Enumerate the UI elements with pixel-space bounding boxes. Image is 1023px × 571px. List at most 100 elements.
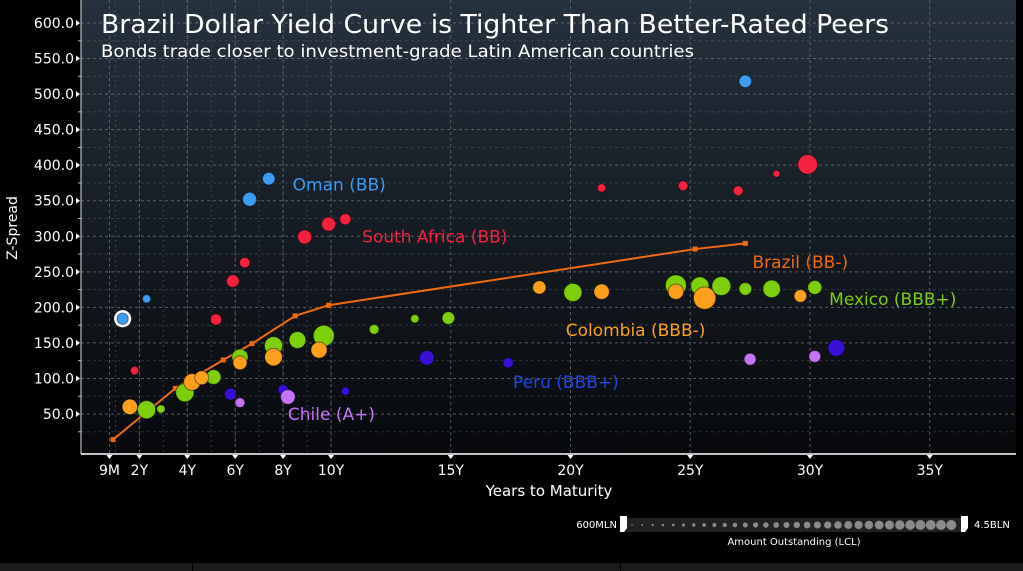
data-point[interactable] (232, 355, 248, 371)
data-point[interactable] (310, 341, 328, 359)
data-point[interactable] (743, 352, 757, 366)
data-point[interactable] (264, 347, 283, 367)
y-tick-label: 600.0 (34, 16, 74, 32)
size-legend-dot (884, 520, 895, 530)
data-point[interactable] (129, 365, 140, 376)
brazil-curve-point[interactable] (249, 341, 255, 347)
size-legend-dot (936, 520, 946, 530)
data-point[interactable] (136, 400, 157, 420)
y-tick-label: 400.0 (34, 158, 74, 174)
x-axis-label: Years to Maturity (485, 482, 613, 500)
x-tick-label: 25Y (677, 463, 704, 479)
data-point[interactable] (793, 289, 808, 303)
data-point[interactable] (596, 183, 607, 193)
x-tick-mark (184, 455, 191, 459)
brazil-curve-point[interactable] (172, 385, 178, 391)
x-tick-mark (687, 455, 694, 459)
y-tick-label: 300.0 (34, 229, 74, 245)
size-legend-max-handle[interactable] (961, 516, 968, 532)
data-point[interactable] (738, 282, 753, 296)
y-tick-mark (76, 410, 80, 417)
data-point[interactable] (563, 282, 583, 303)
bottom-panel-bar (0, 563, 1023, 571)
size-legend-dot (813, 521, 821, 529)
data-point[interactable] (156, 404, 166, 414)
size-legend-dot (915, 520, 926, 530)
y-tick-label: 350.0 (34, 194, 74, 210)
data-point[interactable] (141, 294, 152, 304)
y-tick-mark (76, 197, 80, 204)
y-tick-mark (76, 91, 80, 98)
data-point[interactable] (242, 191, 258, 207)
y-tick-label: 200.0 (34, 300, 74, 316)
size-legend-dot (905, 520, 915, 530)
data-point[interactable] (797, 154, 818, 175)
data-point[interactable] (239, 256, 251, 269)
data-point[interactable] (762, 279, 781, 299)
data-point[interactable] (121, 398, 139, 416)
size-legend-dot (681, 523, 686, 527)
data-point[interactable] (209, 313, 223, 326)
data-point[interactable] (321, 216, 337, 232)
size-legend: 600MLN 4.5BLN Amount Outstanding (LCL) (576, 516, 1010, 548)
data-point[interactable] (226, 274, 240, 288)
data-point[interactable] (234, 397, 246, 409)
data-point[interactable] (532, 280, 547, 295)
series-peru-bbb (223, 338, 846, 401)
data-point[interactable] (807, 279, 823, 295)
data-point[interactable] (732, 185, 744, 197)
data-point[interactable] (280, 389, 296, 405)
data-point[interactable] (667, 283, 685, 300)
size-legend-dot (641, 524, 644, 526)
data-point[interactable] (418, 349, 435, 366)
data-point[interactable] (223, 387, 237, 401)
data-point[interactable] (297, 229, 313, 245)
data-point[interactable] (502, 357, 514, 369)
data-point[interactable] (339, 213, 352, 226)
data-point[interactable] (711, 276, 732, 296)
data-point[interactable] (677, 180, 689, 192)
data-point[interactable] (827, 338, 846, 357)
data-point[interactable] (410, 314, 420, 324)
brazil-curve-point[interactable] (220, 357, 226, 363)
data-point[interactable] (593, 283, 610, 300)
data-point[interactable] (692, 286, 717, 310)
size-legend-dot (874, 520, 884, 530)
brazil-curve-point[interactable] (110, 437, 116, 443)
y-tick-mark (76, 126, 80, 133)
size-legend-dot (895, 520, 905, 530)
data-point[interactable] (194, 370, 210, 386)
x-tick-mark (280, 455, 287, 459)
size-legend-dot (722, 522, 727, 528)
size-legend-dot (824, 521, 832, 529)
x-tick-label: 20Y (557, 463, 584, 479)
data-point[interactable] (340, 386, 351, 396)
brazil-curve-point[interactable] (326, 302, 332, 308)
size-legend-min: 600MLN (576, 520, 617, 531)
size-legend-dot (732, 522, 738, 528)
data-point[interactable] (738, 74, 753, 89)
size-legend-dot (773, 522, 780, 528)
data-point[interactable] (368, 323, 380, 335)
data-point[interactable] (808, 349, 822, 363)
brazil-curve-point[interactable] (292, 313, 298, 319)
y-tick-label: 50.0 (43, 407, 74, 423)
size-legend-max: 4.5BLN (974, 520, 1010, 531)
brazil-curve-point[interactable] (742, 240, 748, 246)
y-tick-label: 250.0 (34, 265, 74, 281)
series-layer (110, 74, 846, 443)
brazil-curve-point[interactable] (692, 246, 698, 252)
data-point[interactable] (772, 169, 781, 178)
y-tick-label: 500.0 (34, 87, 74, 103)
data-point[interactable] (288, 331, 307, 349)
series-colombia-bbb (121, 280, 808, 416)
size-legend-min-handle[interactable] (620, 516, 627, 532)
series-chile-a (234, 349, 822, 409)
size-legend-dot (742, 522, 748, 528)
data-point[interactable] (116, 312, 129, 325)
data-point[interactable] (441, 311, 456, 325)
size-legend-dot (864, 520, 874, 530)
size-legend-dot (661, 523, 665, 527)
data-point[interactable] (261, 171, 276, 186)
